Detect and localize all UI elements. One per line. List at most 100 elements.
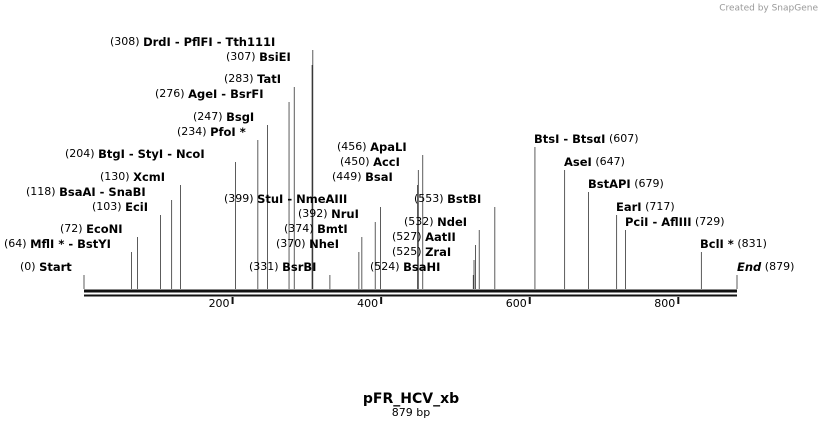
enzyme-name: ZraI	[425, 245, 451, 259]
site-label: (64) MflI * - BstYI	[4, 237, 111, 251]
site-position: (553)	[414, 192, 444, 205]
tick-label: 800	[654, 297, 675, 310]
enzyme-name: NdeI	[437, 215, 467, 229]
enzyme-name: BsiEI	[259, 50, 291, 64]
site-label: (450) AccI	[340, 155, 400, 169]
enzyme-name: EciI	[125, 200, 148, 214]
enzyme-name: BmtI	[317, 222, 348, 236]
site-position: (525)	[392, 245, 422, 258]
enzyme-name: AseI	[564, 155, 592, 169]
enzyme-name: BstAPI	[588, 177, 631, 191]
site-position: (130)	[100, 170, 130, 183]
enzyme-name: EcoNI	[86, 222, 122, 236]
site-position: (450)	[340, 155, 370, 168]
site-label: (234) PfoI *	[177, 125, 246, 139]
enzyme-name: BtsI - BtsαI	[534, 132, 605, 146]
site-label: PciI - AflIII (729)	[625, 215, 725, 229]
enzyme-name: BsaHI	[403, 260, 440, 274]
tick-label: 600	[506, 297, 527, 310]
enzyme-name: DrdI - PflFI - Tth111I	[143, 35, 275, 49]
site-label: (370) NheI	[276, 237, 339, 251]
site-label: BtsI - BtsαI (607)	[534, 132, 639, 146]
site-position: (283)	[224, 72, 254, 85]
site-position: (456)	[337, 140, 367, 153]
site-position: (392)	[298, 207, 328, 220]
site-label: (553) BstBI	[414, 192, 481, 206]
credit: Created by SnapGene	[719, 4, 818, 14]
enzyme-name: BsaI	[365, 170, 393, 184]
site-position: (276)	[155, 87, 185, 100]
site-label: BclI * (831)	[700, 237, 767, 251]
site-position: (679)	[634, 177, 664, 190]
site-label: BstAPI (679)	[588, 177, 664, 191]
site-label: (307) BsiEI	[226, 50, 291, 64]
enzyme-name: Start	[39, 260, 72, 274]
enzyme-name: XcmI	[133, 170, 165, 184]
site-position: (647)	[595, 155, 625, 168]
site-position: (64)	[4, 237, 27, 250]
site-label: (532) NdeI	[404, 215, 467, 229]
tick-label: 200	[209, 297, 230, 310]
site-label: (374) BmtI	[284, 222, 348, 236]
site-label: (276) AgeI - BsrFI	[155, 87, 264, 101]
enzyme-name: End	[737, 260, 762, 274]
site-label: (103) EciI	[92, 200, 148, 214]
site-position: (717)	[645, 200, 675, 213]
enzyme-name: NruI	[331, 207, 359, 221]
site-position: (307)	[226, 50, 256, 63]
site-position: (370)	[276, 237, 306, 250]
enzyme-name: BtgI - StyI - NcoI	[98, 147, 205, 161]
site-position: (449)	[332, 170, 362, 183]
site-position: (118)	[26, 185, 56, 198]
length: 879 bp	[392, 406, 430, 419]
enzyme-name: BsgI	[226, 110, 254, 124]
enzyme-name: PciI - AflIII	[625, 215, 692, 229]
site-label: EarI (717)	[616, 200, 675, 214]
site-label: (204) BtgI - StyI - NcoI	[65, 147, 205, 161]
site-position: (204)	[65, 147, 95, 160]
site-label: (331) BsrBI	[249, 260, 316, 274]
enzyme-name: BsaAI - SnaBI	[59, 185, 146, 199]
enzyme-name: EarI	[616, 200, 642, 214]
site-position: (331)	[249, 260, 279, 273]
site-position: (524)	[370, 260, 400, 273]
site-label: (449) BsaI	[332, 170, 393, 184]
enzyme-name: AccI	[373, 155, 400, 169]
site-position: (103)	[92, 200, 122, 213]
enzyme-name: NheI	[309, 237, 339, 251]
site-position: (527)	[392, 230, 422, 243]
site-position: (234)	[177, 125, 207, 138]
enzyme-name: MflI * - BstYI	[30, 237, 111, 251]
site-position: (879)	[765, 260, 795, 273]
title: pFR_HCV_xb	[363, 391, 459, 407]
enzyme-name: AatII	[425, 230, 456, 244]
site-label: (527) AatII	[392, 230, 456, 244]
site-label: (525) ZraI	[392, 245, 451, 259]
site-label: (524) BsaHI	[370, 260, 440, 274]
site-label: (399) StuI - NmeAIII	[224, 192, 347, 206]
site-label: (308) DrdI - PflFI - Tth111I	[110, 35, 275, 49]
enzyme-name: StuI - NmeAIII	[257, 192, 347, 206]
site-position: (247)	[193, 110, 223, 123]
enzyme-name: BstBI	[447, 192, 481, 206]
enzyme-name: AgeI - BsrFI	[188, 87, 263, 101]
site-label: (72) EcoNI	[60, 222, 123, 236]
site-label: (247) BsgI	[193, 110, 254, 124]
site-position: (374)	[284, 222, 314, 235]
site-label: (118) BsaAI - SnaBI	[26, 185, 146, 199]
enzyme-name: BclI *	[700, 237, 734, 251]
site-position: (72)	[60, 222, 83, 235]
site-position: (532)	[404, 215, 434, 228]
site-position: (729)	[695, 215, 725, 228]
site-label: AseI (647)	[564, 155, 625, 169]
enzyme-name: ApaLI	[370, 140, 407, 154]
site-label: (456) ApaLI	[337, 140, 407, 154]
site-label: (130) XcmI	[100, 170, 165, 184]
site-position: (607)	[609, 132, 639, 145]
site-position: (831)	[737, 237, 767, 250]
enzyme-name: TatI	[257, 72, 281, 86]
enzyme-name: PfoI *	[210, 125, 246, 139]
site-position: (399)	[224, 192, 254, 205]
site-label: (392) NruI	[298, 207, 359, 221]
